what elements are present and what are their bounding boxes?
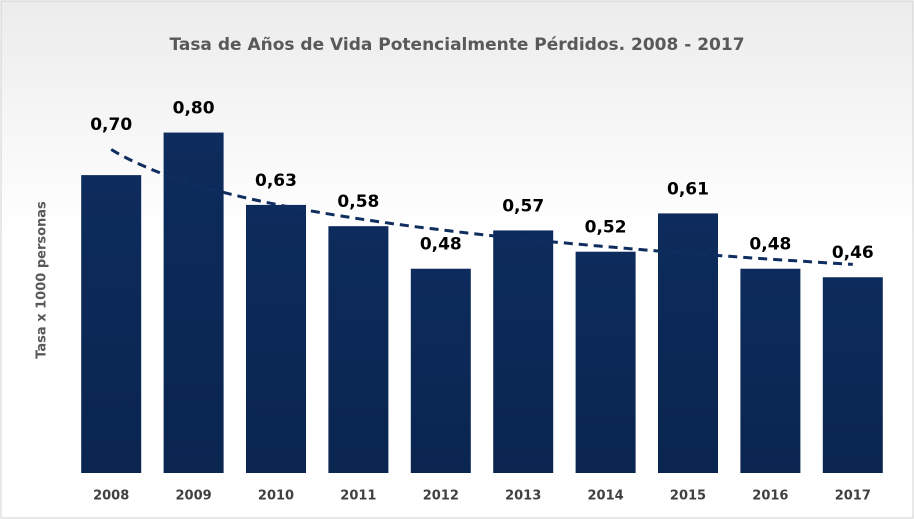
data-label: 0,46 bbox=[832, 243, 874, 263]
bar bbox=[81, 175, 142, 473]
bar bbox=[410, 268, 471, 473]
data-label: 0,61 bbox=[667, 179, 709, 199]
bar bbox=[658, 213, 718, 473]
x-tick-label: 2008 bbox=[93, 489, 129, 504]
y-axis-label: Tasa x 1000 personas bbox=[35, 201, 50, 359]
trendline bbox=[110, 148, 853, 266]
x-tick-label: 2014 bbox=[588, 489, 624, 504]
x-tick-label: 2016 bbox=[752, 489, 788, 504]
bar bbox=[246, 204, 306, 473]
x-tick-label: 2013 bbox=[505, 489, 541, 504]
bar bbox=[493, 230, 554, 473]
bar bbox=[822, 277, 883, 473]
data-label: 0,58 bbox=[337, 192, 379, 212]
data-label: 0,70 bbox=[90, 115, 132, 135]
data-label: 0,48 bbox=[420, 235, 462, 255]
x-tick-label: 2017 bbox=[835, 489, 871, 504]
x-tick-label: 2009 bbox=[176, 489, 212, 504]
x-tick-label: 2015 bbox=[670, 489, 706, 504]
x-tick-label: 2010 bbox=[258, 489, 294, 504]
bar bbox=[740, 268, 801, 473]
x-tick-label: 2011 bbox=[340, 489, 376, 504]
data-label: 0,80 bbox=[173, 99, 215, 119]
data-label: 0,48 bbox=[749, 235, 791, 255]
x-tick-label: 2012 bbox=[423, 489, 459, 504]
data-label: 0,52 bbox=[585, 218, 627, 238]
chart-title: Tasa de Años de Vida Potencialmente Pérd… bbox=[169, 35, 744, 55]
bar bbox=[163, 132, 224, 474]
bar bbox=[328, 226, 389, 473]
data-label: 0,57 bbox=[502, 196, 544, 216]
data-label: 0,63 bbox=[255, 171, 297, 191]
bar bbox=[575, 251, 636, 473]
